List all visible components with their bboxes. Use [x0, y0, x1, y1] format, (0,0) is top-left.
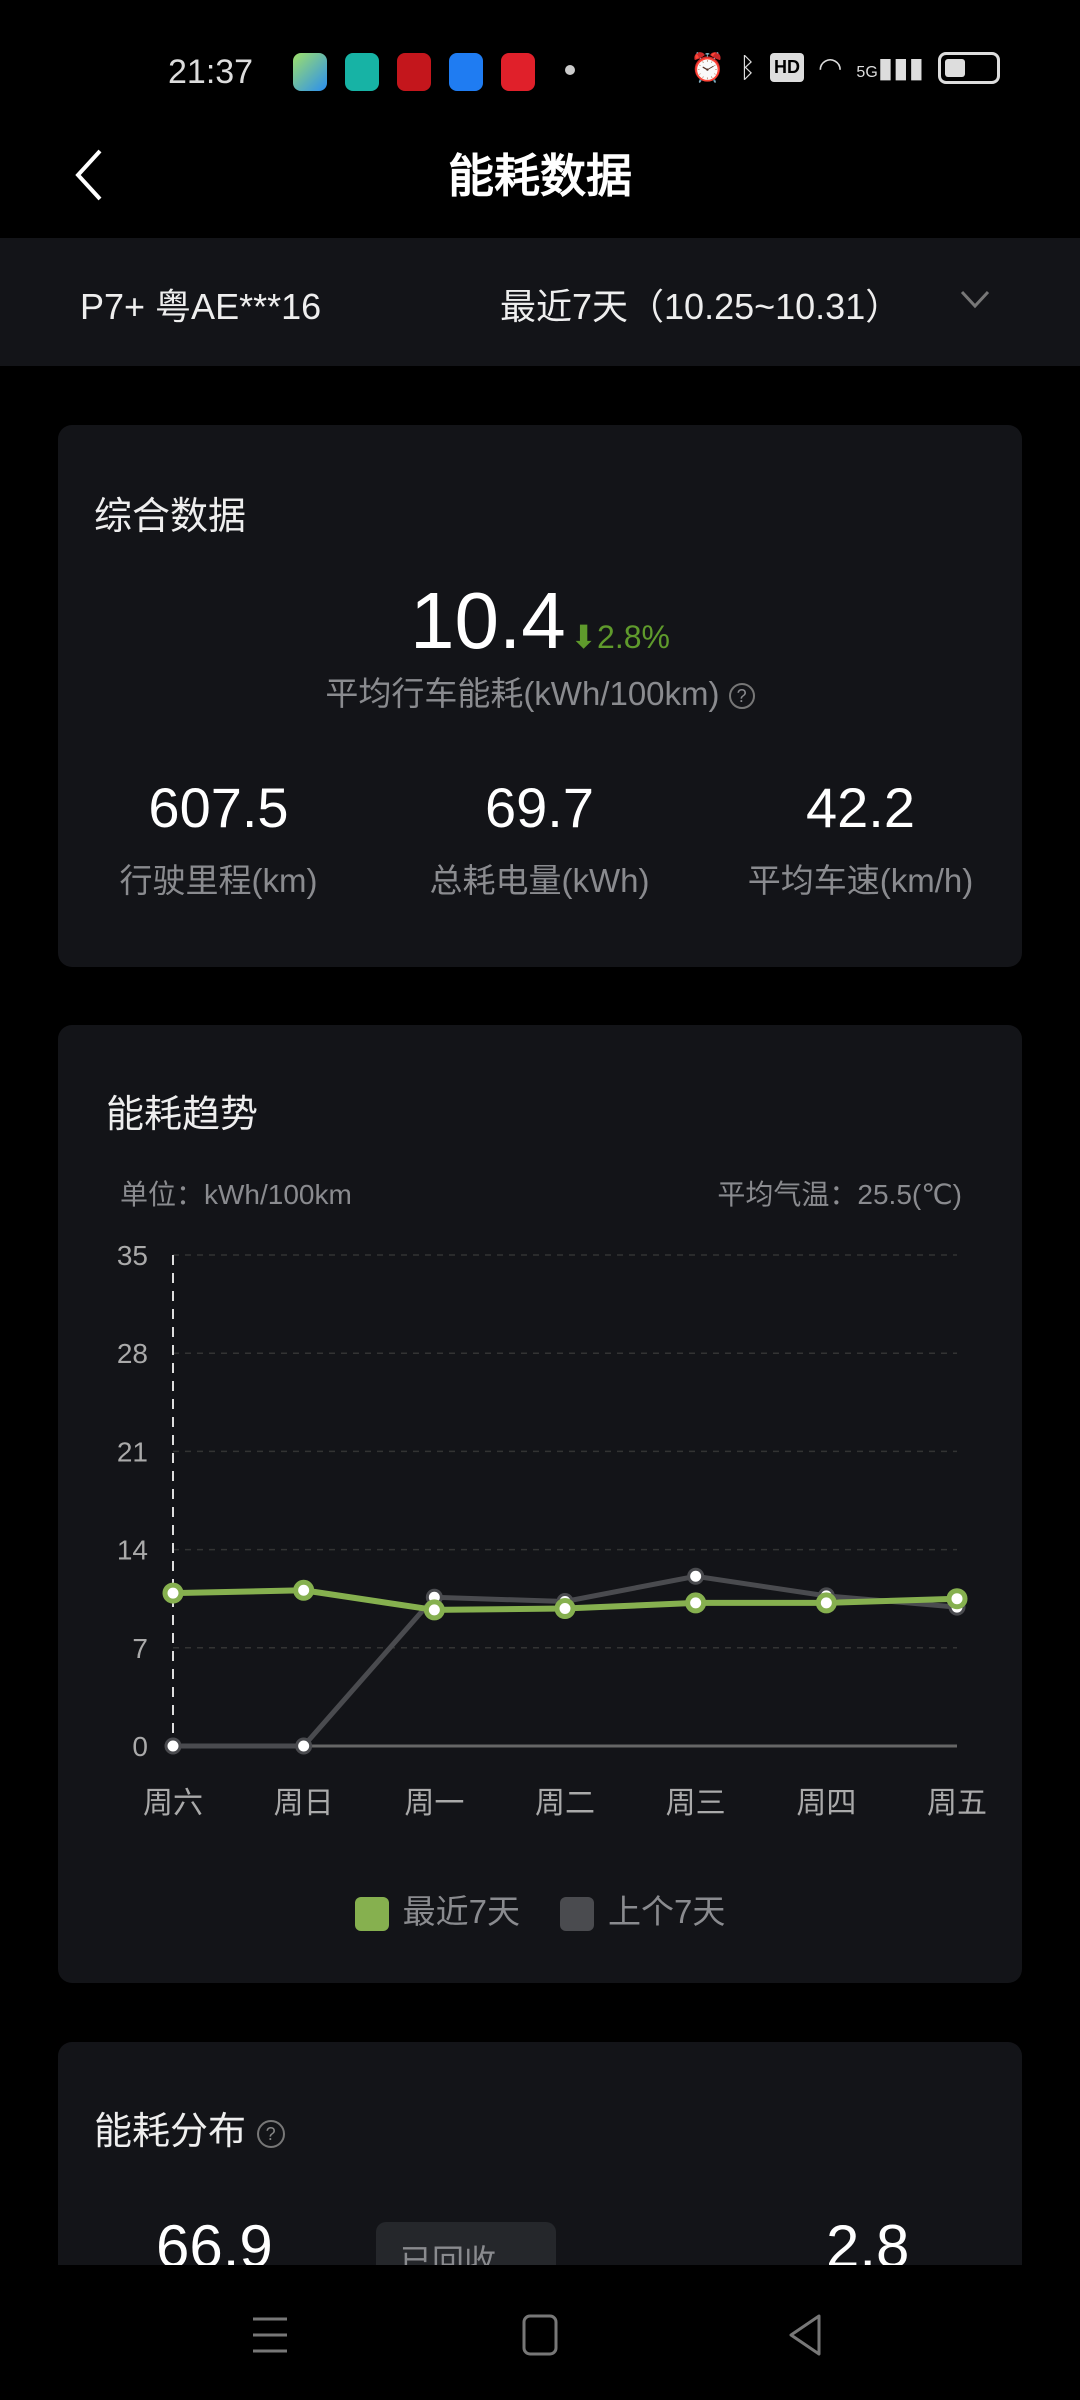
- stat-value: 69.7: [485, 776, 594, 839]
- system-icons: ⏰ ᛒ HD ◠ 5G▮▮▮: [690, 51, 1000, 84]
- page-title: 能耗数据: [448, 150, 632, 202]
- vehicle-range-selector[interactable]: P7+ 粤AE***16 最近7天（10.25~10.31）: [0, 238, 1080, 366]
- y-tick-label: 35: [117, 1240, 148, 1271]
- legend-item-previous[interactable]: 上个7天: [560, 1885, 725, 1933]
- boss-zhipin-icon: [345, 53, 379, 91]
- avg-value: 10.4: [410, 576, 566, 665]
- feishu-icon: [449, 53, 483, 91]
- stat-distance: 607.5 行驶里程(km): [58, 775, 379, 902]
- stat-value: 607.5: [148, 776, 289, 839]
- data-point: [687, 1567, 705, 1585]
- legend-item-recent[interactable]: 最近7天: [354, 1885, 520, 1933]
- x-tick-label: 周三: [666, 1787, 726, 1820]
- data-point: [685, 1592, 707, 1614]
- avg-label: 平均行车能耗(kWh/100km) ?: [58, 667, 1022, 715]
- x-tick-label: 周二: [535, 1787, 595, 1820]
- hd-icon: HD: [769, 53, 804, 82]
- y-tick-label: 21: [117, 1436, 148, 1467]
- x-tick-label: 周六: [143, 1787, 203, 1820]
- help-icon[interactable]: ?: [256, 2119, 285, 2148]
- data-point: [164, 1737, 182, 1755]
- stat-label: 平均车速(km/h): [747, 862, 974, 899]
- trend-card: 能耗趋势 单位：kWh/100km 平均气温：25.5(℃) 0 7 14 21 28 3…: [58, 1025, 1022, 1983]
- data-point: [295, 1737, 313, 1755]
- date-range-dropdown[interactable]: 最近7天（10.25~10.31）: [500, 286, 902, 327]
- summary-card: 综合数据 10.4 ⬇2.8% 平均行车能耗(kWh/100km) ? 607.…: [58, 425, 1022, 967]
- back-nav-icon[interactable]: [785, 2313, 825, 2357]
- stat-label: 行驶里程(km): [119, 862, 318, 899]
- shopping-11-11-icon: [501, 53, 535, 91]
- stat-speed: 42.2 平均车速(km/h): [700, 775, 1021, 902]
- y-tick-label: 14: [117, 1535, 148, 1566]
- data-point: [554, 1598, 576, 1620]
- home-icon[interactable]: [520, 2313, 560, 2357]
- distribution-title: 能耗分布 ?: [94, 2100, 285, 2155]
- battery-icon: [938, 51, 1000, 84]
- telegram-like-icon: [293, 53, 327, 91]
- stat-energy: 69.7 总耗电量(kWh): [379, 775, 700, 902]
- clock: 21:37: [168, 53, 254, 91]
- 5g-signal-icon: 5G▮▮▮: [856, 52, 924, 83]
- bluetooth-icon: ᛒ: [739, 51, 756, 83]
- y-tick-label: 0: [132, 1731, 148, 1762]
- stats-row: 607.5 行驶里程(km) 69.7 总耗电量(kWh) 42.2 平均车速(km/…: [58, 775, 1021, 902]
- avg-label-text: 平均行车能耗(kWh/100km): [325, 675, 720, 712]
- change-percent: 2.8%: [597, 619, 670, 655]
- x-tick-label: 周五: [927, 1787, 987, 1820]
- data-point: [423, 1599, 445, 1621]
- legend: 最近7天 上个7天: [58, 1885, 1022, 1933]
- trend-title: 能耗趋势: [106, 1094, 259, 1136]
- data-point: [815, 1592, 837, 1614]
- avg-temp-label: 平均气温：25.5(℃): [717, 1179, 962, 1210]
- alarm-icon: ⏰: [690, 52, 726, 83]
- unit-label: 单位：kWh/100km: [120, 1179, 352, 1210]
- wifi-icon: ◠: [817, 52, 843, 83]
- stat-value: 42.2: [806, 776, 915, 839]
- y-tick-label: 7: [132, 1633, 148, 1664]
- avg-consumption: 10.4 ⬇2.8%: [58, 575, 1022, 667]
- trend-chart[interactable]: 0 7 14 21 28 35 周六 周日 周一 周二 周三 周四 周五: [58, 1025, 1022, 1983]
- data-point: [162, 1582, 184, 1604]
- data-point: [293, 1579, 315, 1601]
- more-notifications-icon: [565, 65, 575, 75]
- y-tick-label: 28: [117, 1338, 148, 1369]
- summary-title: 综合数据: [94, 496, 247, 538]
- x-tick-label: 周四: [796, 1787, 856, 1820]
- x-tick-label: 周一: [404, 1787, 464, 1820]
- change-down-icon: ⬇: [570, 619, 598, 655]
- data-point: [946, 1588, 968, 1610]
- x-tick-label: 周日: [274, 1787, 334, 1820]
- vehicle-label[interactable]: P7+ 粤AE***16: [80, 286, 322, 327]
- stat-label: 总耗电量(kWh): [429, 862, 650, 899]
- menu-icon[interactable]: [250, 2315, 290, 2355]
- status-bar: 21:37 ⏰ ᛒ HD ◠ 5G▮▮▮: [0, 45, 1080, 100]
- chevron-down-icon[interactable]: [958, 284, 992, 314]
- help-icon[interactable]: ?: [728, 683, 755, 710]
- system-nav-bar: [0, 2265, 1080, 2400]
- distribution-card: 能耗分布 ? 66.9 已回收 2.8: [58, 2042, 1022, 2282]
- bank-icon: [397, 53, 431, 91]
- back-icon[interactable]: [70, 145, 110, 205]
